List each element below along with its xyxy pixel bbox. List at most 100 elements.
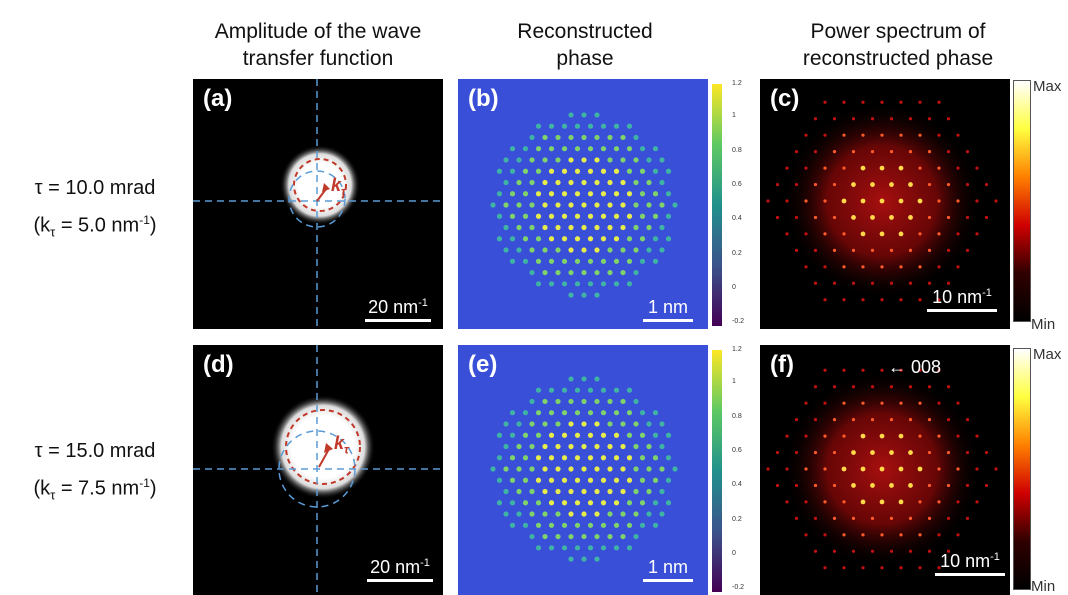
diffraction-spot xyxy=(899,533,903,537)
diffraction-spot xyxy=(832,549,837,553)
diffraction-spot xyxy=(823,166,827,170)
lattice-dot xyxy=(620,269,626,276)
diffraction-spot xyxy=(956,467,960,471)
diffraction-spot xyxy=(937,232,941,236)
lattice-dot xyxy=(509,236,516,242)
diffraction-spot xyxy=(870,150,875,154)
lattice-dot xyxy=(587,387,594,393)
lattice-dot xyxy=(613,387,620,393)
tau-value: τ = 15.0 mrad xyxy=(34,440,156,462)
lattice-dot xyxy=(529,488,535,495)
diffraction-spot xyxy=(946,248,951,252)
lattice-dot xyxy=(626,236,633,242)
diffraction-spot xyxy=(813,483,818,488)
lattice-dot xyxy=(620,157,626,163)
lattice-dot xyxy=(587,545,594,551)
lattice-dot xyxy=(568,398,574,405)
diffraction-spot xyxy=(908,418,913,422)
lattice-dot xyxy=(509,168,516,174)
diffraction-spot xyxy=(823,133,827,137)
diffraction-spot xyxy=(899,100,903,104)
lattice-dot xyxy=(503,247,509,253)
lattice-dot xyxy=(561,410,568,416)
lattice-dot xyxy=(581,134,587,141)
lattice-dot xyxy=(639,191,646,197)
panel-f-power-spectrum: (f) ← 008 10 nm-1 xyxy=(760,345,1010,595)
lattice-dot xyxy=(607,533,613,540)
lattice-dot xyxy=(561,191,568,197)
lattice-dot xyxy=(672,202,678,208)
diffraction-spot xyxy=(870,516,875,520)
lattice-dot xyxy=(620,488,626,495)
diffraction-spot xyxy=(785,166,789,170)
lattice-dot xyxy=(509,455,516,461)
lattice-dot xyxy=(516,224,522,231)
diffraction-spot xyxy=(870,215,875,220)
lattice-dot xyxy=(581,556,587,562)
panel-tag: (d) xyxy=(203,351,234,378)
diffraction-spot xyxy=(832,450,837,455)
diffraction-spot xyxy=(927,182,932,187)
diffraction-spot xyxy=(823,566,827,570)
lattice-dot xyxy=(600,455,607,461)
diffraction-spot xyxy=(794,248,799,252)
diffraction-spot xyxy=(851,516,856,520)
lattice-dot xyxy=(633,269,639,276)
lattice-dot xyxy=(568,556,574,562)
lattice-dot xyxy=(568,292,574,298)
diffraction-spot xyxy=(860,198,866,204)
diffraction-spot xyxy=(956,232,960,236)
panel-tag: (f) xyxy=(770,351,794,378)
colorbar-tick: 0.6 xyxy=(732,181,742,188)
lattice-dot xyxy=(646,224,652,231)
lattice-dot xyxy=(574,123,581,129)
lattice-dot xyxy=(665,213,672,219)
diffraction-spot xyxy=(794,450,799,455)
diffraction-spot xyxy=(804,500,808,504)
diffraction-spot xyxy=(861,401,865,405)
diffraction-spot xyxy=(851,281,856,285)
diffraction-spot xyxy=(879,466,885,472)
lattice-dot xyxy=(594,112,600,118)
lattice-dot xyxy=(620,421,626,427)
lattice-dot xyxy=(503,488,509,495)
lattice-dot xyxy=(509,258,516,264)
k-tau-value: (kτ = 5.0 nm-1) xyxy=(33,213,157,240)
diffraction-spot xyxy=(984,450,989,455)
diffraction-spot xyxy=(870,117,875,121)
colorbar-max-label: Max xyxy=(1033,78,1062,95)
power-spectrum-image xyxy=(766,368,998,570)
lattice-dot xyxy=(633,398,639,405)
lattice-dot xyxy=(594,421,600,427)
diffraction-spot xyxy=(908,117,913,121)
diffraction-spot xyxy=(879,499,885,505)
lattice-dot xyxy=(568,488,574,495)
lattice-dot xyxy=(594,488,600,495)
diffraction-spot xyxy=(842,133,846,137)
diffraction-spot xyxy=(832,385,837,389)
lattice-dot xyxy=(639,213,646,219)
lattice-dot xyxy=(535,236,542,242)
colorbar-tick: 0 xyxy=(732,550,736,557)
lattice-dot xyxy=(600,545,607,551)
lattice-dot xyxy=(555,247,561,253)
lattice-dot xyxy=(529,247,535,253)
lattice-dot xyxy=(594,443,600,450)
colorbar-tick: 0.2 xyxy=(732,516,742,523)
lattice-dot xyxy=(646,421,652,427)
lattice-dot xyxy=(568,157,574,163)
lattice-dot xyxy=(594,247,600,253)
diffraction-spot xyxy=(823,298,827,302)
lattice-dot xyxy=(620,533,626,540)
diffraction-spot xyxy=(918,566,922,570)
lattice-dot xyxy=(542,421,548,427)
scale-bar: 10 nm-1 xyxy=(920,287,1004,312)
colorbar-tick: 0 xyxy=(732,284,736,291)
lattice-dot xyxy=(639,522,646,528)
lattice-dot xyxy=(529,224,535,231)
lattice-dot xyxy=(613,213,620,219)
lattice-dot xyxy=(587,213,594,219)
diffraction-spot xyxy=(889,150,894,154)
diffraction-spot xyxy=(870,248,875,252)
lattice-dot xyxy=(555,134,561,141)
